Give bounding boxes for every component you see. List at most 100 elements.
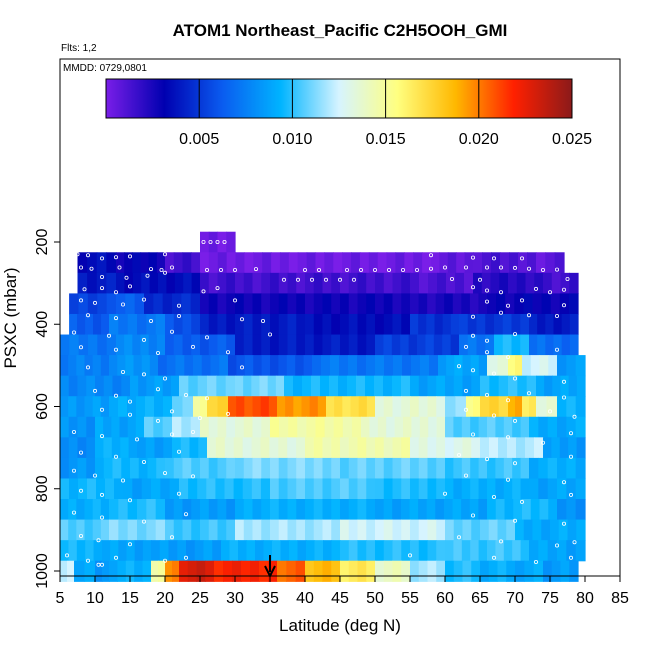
observation-point [190,474,195,479]
heatmap-cell [243,457,254,480]
heatmap-cell [497,355,509,377]
heatmap-cell [313,519,324,541]
observation-point [470,314,475,319]
observation-point [93,473,98,478]
heatmap-cell [383,457,394,480]
observation-point [141,372,146,377]
heatmap-cell [296,457,306,480]
mmdd-label: MMDD: 0729,0801 [63,63,147,74]
heatmap-cell [453,416,463,438]
heatmap-cell [530,355,541,377]
heatmap-cell [357,355,367,377]
heatmap-cell [532,293,543,315]
heatmap-cell [301,396,311,418]
heatmap-cell [92,396,102,418]
heatmap-cell [217,252,228,274]
heatmap-cell [438,355,447,377]
heatmap-cell [527,252,537,274]
heatmap-cell [383,396,394,418]
heatmap-cell [180,437,191,459]
observation-point [337,277,342,282]
heatmap-cell [124,252,133,274]
heatmap-cell [151,560,159,582]
heatmap-cell [478,457,488,480]
heatmap-cell [340,478,350,500]
observation-point [218,267,223,272]
heatmap-cell [270,334,280,356]
heatmap-cell [383,437,394,459]
heatmap-cell [543,437,552,459]
heatmap-cell [217,313,227,336]
heatmap-cell [383,293,394,315]
heatmap-cell [235,334,245,356]
heatmap-cell [473,396,481,418]
heatmap-cell [444,293,454,315]
heatmap-cell [401,560,411,582]
heatmap-cell [217,416,227,438]
heatmap-cell [285,396,294,418]
colorbar-tick-label: 0.020 [459,131,499,148]
heatmap-cell [118,499,129,521]
heatmap-cell [410,293,420,315]
heatmap-cell [340,499,350,521]
observation-point [201,289,206,294]
observation-point [498,290,503,295]
heatmap-cell [488,560,499,582]
observation-point [107,333,112,338]
heatmap-cell [95,375,105,397]
heatmap-cell [348,540,359,562]
heatmap-cell [447,252,457,274]
heatmap-cell [191,272,201,294]
heatmap-cell [410,272,420,294]
observation-point [141,297,146,302]
heatmap-cell [331,437,341,459]
heatmap-cell [507,437,517,459]
heatmap-cell [471,375,481,397]
heatmap-cell [400,499,411,521]
observation-point [351,277,356,282]
heatmap-cell [392,540,402,562]
heatmap-cell [456,252,466,274]
observation-point [470,513,475,518]
x-tick-label: 60 [436,590,454,607]
heatmap-cell [190,416,201,438]
observation-point [463,265,468,270]
heatmap-cell [84,560,96,582]
observation-point [470,333,475,338]
heatmap-cell [461,416,471,438]
heatmap-cell [132,478,143,500]
heatmap-cell [116,272,125,294]
observation-point [470,368,475,373]
heatmap-cell [365,375,375,397]
heatmap-cell [92,355,102,377]
heatmap-cell [235,499,245,521]
heatmap-cell [286,355,296,377]
observation-point [169,432,174,437]
heatmap-cell [243,334,254,356]
observation-point [204,396,209,401]
heatmap-cell [177,540,187,562]
observation-point [449,276,454,281]
heatmap-cell [200,313,210,336]
heatmap-cell [100,519,110,541]
observation-point [498,265,503,270]
heatmap-cell [226,499,236,521]
heatmap-cell [200,272,210,294]
observation-point [253,267,258,272]
heatmap-cell [514,293,524,315]
observation-point [162,558,167,563]
heatmap-cell [554,252,565,274]
observation-point [562,303,567,308]
observation-point [491,256,496,261]
heatmap-cell [470,416,480,438]
heatmap-cell [445,457,454,480]
heatmap-cell [208,519,219,541]
heatmap-cell [127,396,137,418]
heatmap-cell [436,416,446,438]
heatmap-cell [324,252,334,274]
y-tick-label: 200 [34,229,51,256]
observation-point [534,560,539,565]
heatmap-cell [60,396,69,418]
heatmap-cell [503,457,513,480]
heatmap-cell [553,334,563,356]
